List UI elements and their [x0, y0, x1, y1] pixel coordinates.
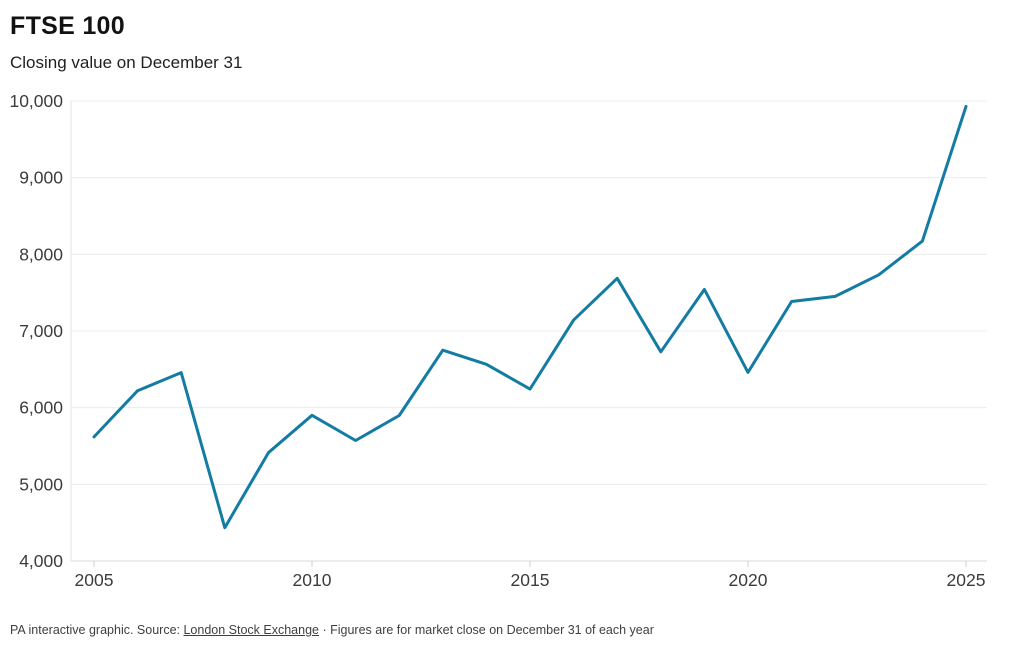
y-axis-label: 7,000: [19, 321, 63, 341]
source-note: PA interactive graphic. Source: London S…: [10, 622, 654, 638]
source-note-suffix: · Figures are for market close on Decemb…: [319, 623, 654, 637]
page-title: FTSE 100: [10, 12, 125, 40]
source-note-prefix: PA interactive graphic. Source:: [10, 623, 184, 637]
y-axis-label: 10,000: [9, 91, 63, 111]
chart-subtitle: Closing value on December 31: [10, 53, 243, 72]
x-axis-label: 2010: [293, 570, 332, 590]
ftse-data-line: [92, 104, 968, 530]
source-link[interactable]: London Stock Exchange: [183, 623, 319, 637]
x-axis-label: 2015: [511, 570, 550, 590]
x-axis-label: 2025: [947, 570, 986, 590]
x-axis-label: 2020: [729, 570, 768, 590]
y-axis-label: 9,000: [19, 168, 63, 188]
y-axis-label: 4,000: [19, 551, 63, 571]
y-axis-label: 6,000: [19, 398, 63, 418]
y-axis-label: 5,000: [19, 474, 63, 494]
y-axis-label: 8,000: [19, 244, 63, 264]
x-axis-label: 2005: [75, 570, 114, 590]
